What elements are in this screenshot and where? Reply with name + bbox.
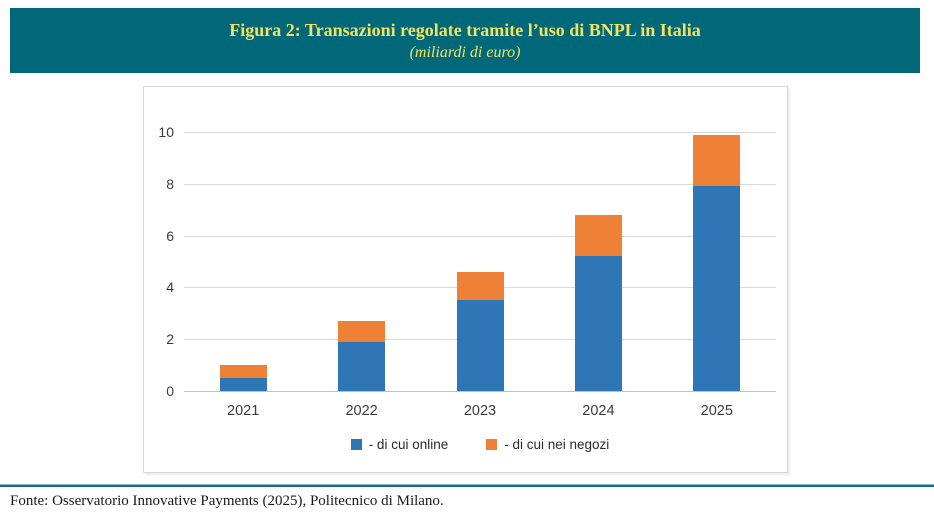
y-tick-label-6: 6 [166,227,174,244]
x-tick-label-2022: 2022 [345,403,378,419]
footer-divider [0,484,934,487]
bar-segment-negozi-2025 [693,134,741,187]
source-note: Fonte: Osservatorio Innovative Payments … [10,493,444,509]
gridline-y8 [184,183,776,185]
bar-segment-online-2021 [219,378,267,391]
x-tick-label-2025: 2025 [700,403,733,419]
gridline-y6 [184,235,776,237]
bar-segment-negozi-2021 [219,365,267,379]
bar-segment-negozi-2024 [574,214,622,257]
y-tick-label-8: 8 [166,175,174,192]
bar-segment-negozi-2022 [338,321,386,342]
legend-label-negozi: - di cui nei negozi [504,437,610,452]
x-tick-label-2021: 2021 [227,403,260,419]
y-tick-label-4: 4 [166,279,174,296]
legend-swatch-negozi [486,439,498,450]
legend-item-online: - di cui online [350,437,449,452]
x-tick-label-2023: 2023 [463,403,497,419]
y-tick-label-10: 10 [158,124,174,140]
legend-swatch-online [350,439,362,450]
y-tick-label-2: 2 [166,331,174,348]
figure-title: Figura 2: Transazioni regolate tramite l… [229,20,701,40]
bar-segment-online-2023 [456,300,504,391]
y-tick-label-0: 0 [166,383,174,399]
gridline-y10 [184,132,776,133]
x-tick-label-2024: 2024 [582,403,615,419]
bar-segment-online-2025 [693,186,741,391]
bar-segment-online-2022 [338,341,386,391]
legend-item-negozi: - di cui nei negozi [486,437,609,452]
bar-segment-negozi-2023 [456,271,504,301]
bar-segment-online-2024 [574,256,622,391]
figure-subtitle: (miliardi di euro) [409,44,521,61]
x-axis-line [184,391,776,392]
bar-chart: 0 2 4 6 8 10 2021 2022 2023 2024 2025 - di cui onli… [143,86,788,473]
legend: - di cui online - di cui nei negozi [184,437,776,452]
legend-label-online: - di cui online [368,437,449,452]
figure-header-banner: Figura 2: Transazioni regolate tramite l… [10,8,920,73]
